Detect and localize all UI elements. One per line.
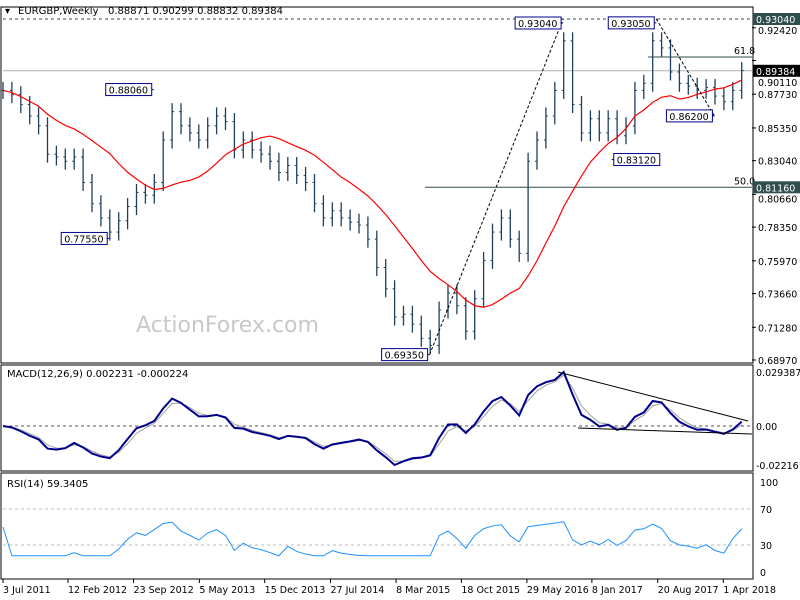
price-axis-tag — [753, 181, 800, 194]
y-tick-label: 0.83040 — [758, 157, 797, 168]
trendline — [655, 18, 715, 117]
rsi-title: RSI(14) 59.3405 — [7, 479, 88, 490]
fib-level-label: 50.0 — [734, 176, 755, 187]
y-tick-label: 0.87730 — [758, 90, 797, 101]
macd-trendline-lower — [577, 427, 753, 435]
price-panel — [0, 6, 754, 364]
macd-panel — [0, 364, 754, 472]
y-tick-label: 0.78350 — [758, 223, 797, 234]
y-tick-label: 0.85350 — [758, 124, 797, 135]
price-annotation-label: 0.93050 — [611, 19, 650, 30]
macd-signal-line — [2, 374, 742, 462]
trendline — [429, 18, 564, 355]
price-axis-tag — [753, 64, 800, 77]
watermark: ActionForex.com — [136, 313, 319, 338]
rsi-panel — [0, 472, 754, 580]
moving-average-line — [2, 79, 742, 308]
x-tick-label: 5 May 2013 — [199, 585, 255, 596]
price-axis-tag-label: 0.93040 — [756, 15, 795, 26]
x-tick-label: 15 Dec 2013 — [265, 585, 326, 596]
y-tick-label: 0.73660 — [758, 290, 797, 301]
price-annotation-label: 0.77550 — [64, 234, 103, 245]
x-tick-label: 29 May 2016 — [527, 585, 589, 596]
y-tick-label: 0.68970 — [758, 356, 797, 367]
rsi-tick-label: 70 — [760, 505, 772, 516]
x-tick-label: 8 Jan 2017 — [592, 585, 643, 596]
y-tick-label: 0.75970 — [758, 257, 797, 268]
y-tick-label: 0.80660 — [758, 194, 797, 205]
x-tick-label: 1 Apr 2018 — [723, 585, 776, 596]
macd-tick-label: 0.029387 — [756, 368, 800, 379]
price-annotation-label: 0.93040 — [518, 19, 557, 30]
price-annotation-label: 0.86200 — [669, 112, 708, 123]
x-tick-label: 23 Sep 2012 — [134, 585, 194, 596]
macd-tick-label: 0.00 — [756, 422, 777, 433]
macd-title: MACD(12,26,9) 0.002231 -0.000224 — [7, 369, 188, 380]
x-tick-label: 12 Feb 2012 — [68, 585, 127, 596]
x-tick-label: 27 Jul 2014 — [331, 585, 385, 596]
y-tick-label: 0.71280 — [758, 323, 797, 334]
price-axis-tag — [753, 13, 800, 25]
rsi-tick-label: 0 — [760, 568, 766, 579]
macd-tick-label: -0.022161 — [756, 461, 800, 472]
price-annotation-label: 0.69350 — [385, 351, 424, 362]
price-annotation-label: 0.88060 — [109, 86, 148, 97]
x-tick-label: 18 Oct 2015 — [461, 585, 520, 596]
rsi-tick-label: 100 — [760, 478, 778, 489]
x-tick-label: 20 Aug 2017 — [658, 585, 719, 596]
y-tick-label: 0.90110 — [758, 78, 797, 89]
price-annotation-label: 0.83120 — [617, 156, 656, 167]
chart-title: EURGBP,Weekly — [18, 6, 99, 17]
price-axis-tag-label: 0.81160 — [756, 183, 795, 194]
y-tick-label: 0.92420 — [758, 26, 797, 37]
rsi-tick-label: 30 — [760, 541, 772, 552]
x-tick-label: 3 Jul 2011 — [3, 585, 51, 596]
macd-line — [2, 370, 743, 467]
x-tick-label: 8 Mar 2015 — [396, 585, 450, 596]
fib-level-label: 61.8 — [734, 46, 755, 57]
ohlc-readout: 0.88871 0.90299 0.88832 0.89384 — [108, 6, 283, 17]
macd-trendline-upper — [557, 371, 749, 422]
price-axis-tag-label: 0.89384 — [756, 67, 795, 78]
collapse-triangle-icon[interactable]: ▾ — [5, 6, 10, 17]
rsi-line — [2, 521, 743, 557]
